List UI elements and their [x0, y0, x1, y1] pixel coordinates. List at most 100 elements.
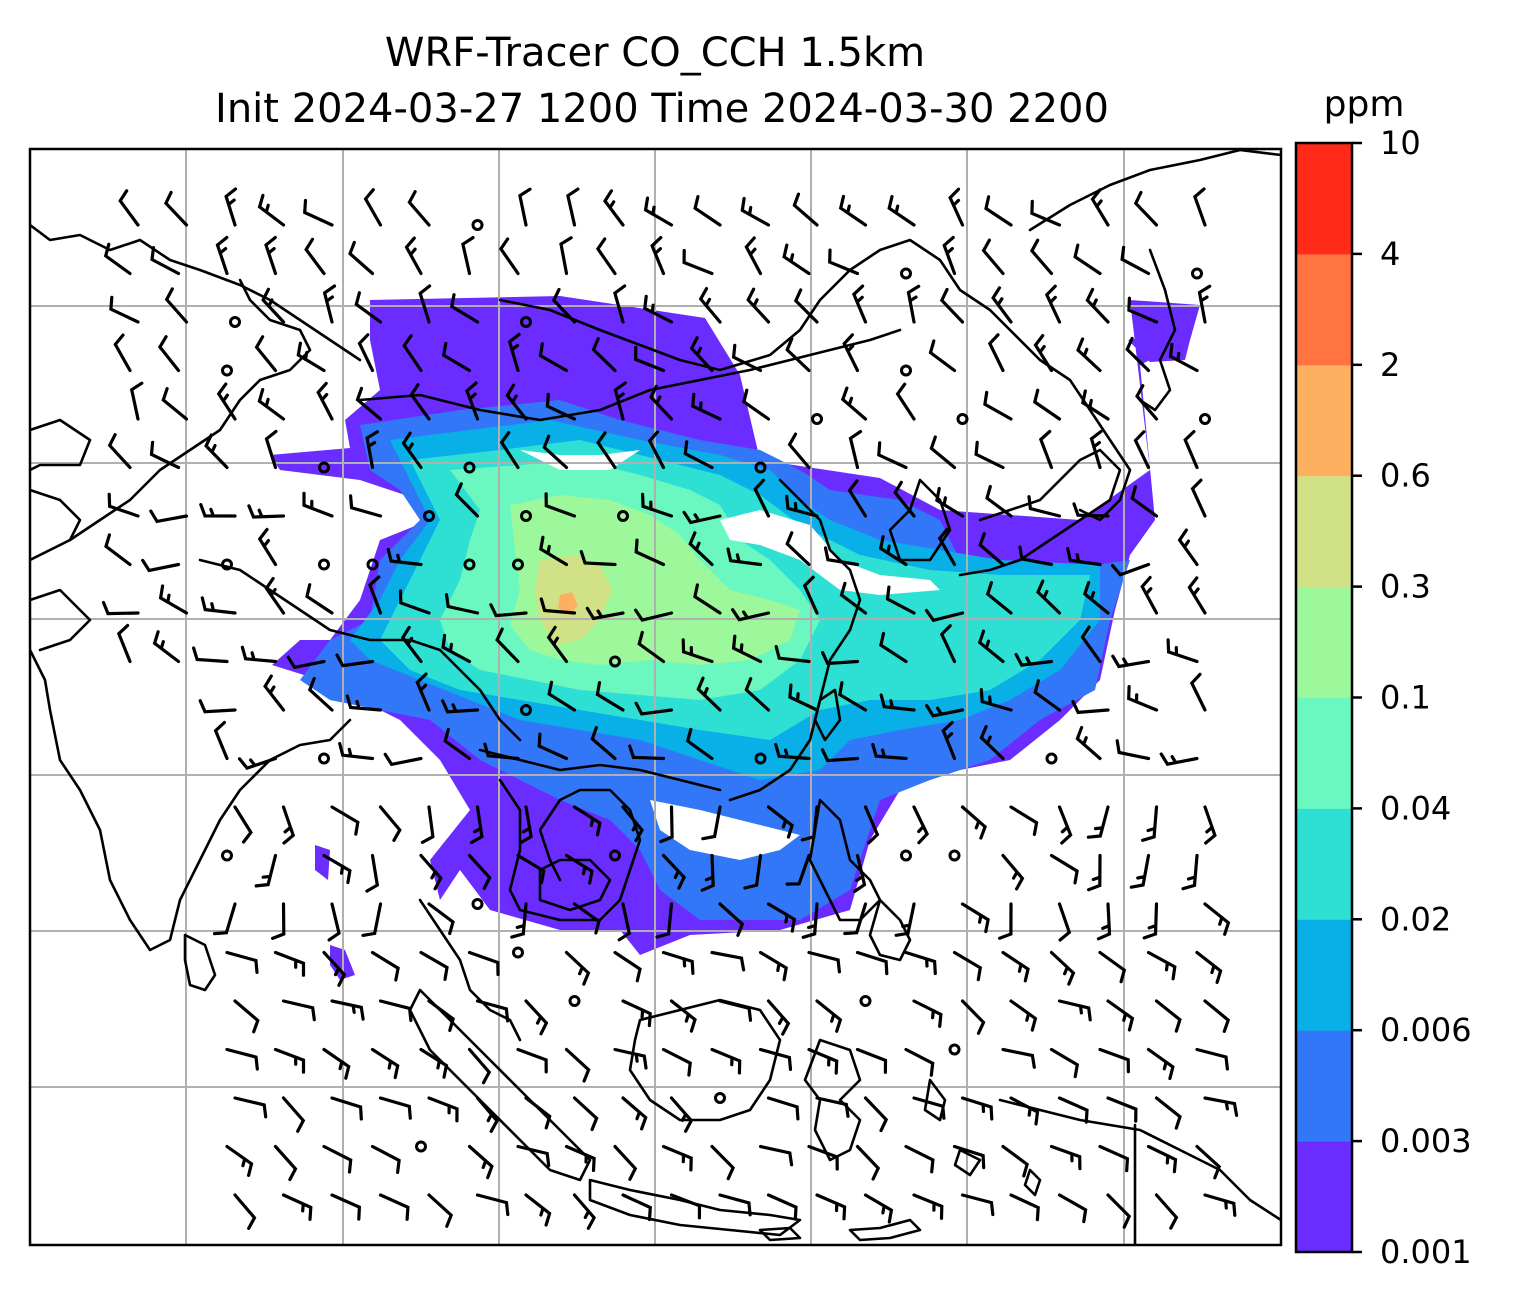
wind-barb: [498, 237, 520, 276]
wind-barb: [1187, 576, 1207, 615]
plume-gap-north: [720, 510, 940, 595]
wind-barb: [774, 645, 811, 664]
wind-barb: [216, 382, 237, 421]
wind-barb: [273, 950, 306, 977]
wind-barb: [233, 805, 253, 844]
wind-barb: [885, 585, 916, 615]
tracer-level-8: [558, 592, 578, 615]
wind-barb: [807, 1047, 839, 1075]
wind-barb: [700, 853, 715, 892]
wind-barb: [1001, 950, 1030, 983]
wind-barb: [960, 902, 990, 934]
wind-barb: [409, 383, 431, 421]
wind-barb: [1033, 334, 1054, 373]
wind-barb: [894, 902, 916, 937]
wind-barb: [215, 235, 229, 276]
wind-barb: [118, 189, 140, 227]
calm-wind-circle: [900, 364, 912, 377]
colorbar-tick-label: 0.6: [1380, 457, 1431, 495]
wind-barb: [516, 1047, 548, 1074]
calm-wind-circle: [1045, 752, 1058, 765]
wind-barb: [281, 1096, 306, 1133]
wind-barb: [1106, 1096, 1138, 1123]
wind-barb: [774, 743, 811, 761]
wind-barb: [853, 853, 867, 893]
wind-barb: [1183, 430, 1199, 470]
wind-barb: [1203, 805, 1217, 845]
map-frame: [28, 147, 1283, 1247]
wind-barb: [641, 492, 674, 518]
wind-barb: [979, 688, 1013, 712]
wind-barbs: [101, 187, 1239, 1230]
wind-barb: [518, 187, 532, 227]
wind-barb: [661, 1047, 692, 1077]
calm-wind-circle: [520, 510, 532, 522]
wind-barb: [633, 345, 666, 373]
colorbar-swatch-10: [1296, 143, 1352, 255]
wind-barb: [427, 1193, 454, 1228]
wind-barb: [863, 1096, 889, 1133]
sulawesi: [803, 1038, 862, 1162]
wind-barb: [634, 538, 666, 567]
wind-barb: [1133, 430, 1151, 470]
wind-barb: [330, 1193, 362, 1221]
wind-barb: [1001, 853, 1025, 891]
wind-barb: [469, 805, 484, 845]
wind-barb: [467, 1047, 492, 1085]
plume-gap-south: [650, 800, 800, 860]
wind-barb: [407, 190, 431, 227]
wind-barb: [621, 1096, 648, 1131]
wind-barb: [710, 950, 746, 972]
wind-barb: [613, 950, 642, 983]
wind-barb: [157, 335, 181, 373]
colorbar-tick-label: 0.04: [1380, 789, 1451, 827]
wind-barb: [879, 693, 916, 712]
wind-barb: [1001, 1047, 1036, 1069]
sri-lanka: [183, 933, 217, 992]
wind-barb: [840, 386, 868, 421]
wind-barb: [1203, 999, 1231, 1033]
wind-barb: [746, 287, 771, 324]
colorbar-swatch-6: [1296, 586, 1352, 698]
colorbar-tick-label: 0.006: [1380, 1011, 1472, 1049]
wind-barb: [1146, 950, 1177, 981]
wind-barb: [192, 646, 229, 664]
wind-barb: [357, 333, 375, 373]
wind-barb: [595, 237, 617, 276]
wind-barb: [263, 674, 286, 712]
wind-barb: [198, 699, 237, 714]
colorbar: ppm 0.001 0.003 0.006 0.02 0.04 0.1 0.3 0.6 2 4 10: [1294, 84, 1472, 1271]
wind-barb: [551, 287, 577, 324]
wind-barb: [1057, 902, 1072, 942]
wind-barb: [499, 431, 520, 470]
wind-barb: [572, 1193, 597, 1230]
wind-barb: [348, 240, 375, 276]
wind-barb: [1130, 485, 1159, 518]
wind-barb: [327, 902, 341, 942]
wind-barb: [441, 699, 480, 714]
wind-barb: [1049, 1144, 1082, 1171]
wind-barb: [613, 1047, 648, 1070]
calm-wind-circle: [714, 1092, 726, 1104]
wind-barb: [1081, 389, 1110, 421]
map-title-line-2: Init 2024-03-27 1200 Time 2024-03-30 220…: [215, 86, 1109, 132]
wind-barb: [998, 902, 1013, 940]
wind-barb: [415, 672, 431, 712]
wind-barb: [843, 902, 868, 936]
calm-wind-circle: [900, 849, 912, 862]
wind-barb: [200, 596, 237, 615]
wind-barb: [603, 189, 625, 227]
wind-barb: [839, 581, 868, 615]
wind-barb: [454, 482, 480, 518]
wind-barb: [978, 532, 1005, 567]
wind-barb: [564, 1047, 591, 1083]
indochina-coast: [498, 778, 642, 922]
colorbar-tick-label: 0.02: [1380, 900, 1451, 938]
wind-barb: [758, 950, 788, 982]
plume-gap-india: [520, 450, 640, 470]
wind-barb: [163, 190, 189, 227]
wind-barb: [698, 287, 722, 324]
wind-barb: [129, 381, 144, 421]
wind-barb: [628, 744, 666, 761]
wind-barb: [952, 1144, 986, 1170]
